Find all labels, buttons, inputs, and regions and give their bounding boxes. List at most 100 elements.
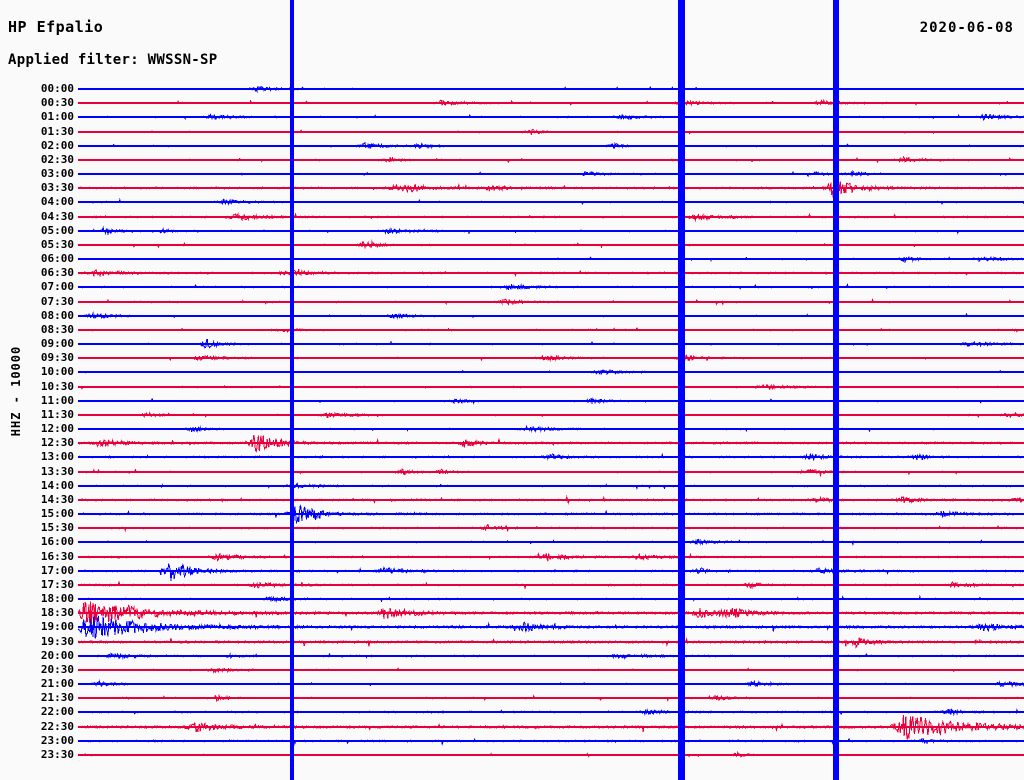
seismic-trace — [78, 231, 1024, 259]
seismic-trace — [78, 174, 1024, 202]
trace-row: 13:30 — [0, 466, 1024, 486]
row-time-label: 13:00 — [40, 450, 74, 464]
seismic-trace — [78, 188, 1024, 216]
seismic-trace — [78, 472, 1024, 500]
seismic-trace — [78, 557, 1024, 585]
seismic-trace — [78, 373, 1024, 401]
seismic-trace — [78, 500, 1024, 528]
seismic-trace — [78, 415, 1024, 443]
row-time-label: 01:30 — [40, 124, 74, 138]
seismic-trace — [78, 387, 1024, 415]
trace-row: 00:30 — [0, 97, 1024, 117]
seismic-trace — [78, 642, 1024, 670]
row-time-label: 22:30 — [40, 719, 74, 733]
seismic-trace — [78, 741, 1024, 769]
trace-row: 08:30 — [0, 324, 1024, 344]
row-time-label: 11:00 — [40, 393, 74, 407]
trace-row: 16:00 — [0, 536, 1024, 556]
row-time-label: 04:00 — [40, 195, 74, 209]
seismic-trace — [78, 486, 1024, 514]
trace-row: 06:00 — [0, 253, 1024, 273]
trace-row: 01:30 — [0, 126, 1024, 146]
trace-row: 02:30 — [0, 154, 1024, 174]
row-time-label: 15:00 — [40, 507, 74, 521]
trace-row: 19:00 — [0, 615, 1024, 641]
trace-row: 06:30 — [0, 267, 1024, 287]
trace-row: 10:00 — [0, 366, 1024, 386]
trace-row: 17:00 — [0, 561, 1024, 585]
seismic-trace — [78, 599, 1024, 627]
trace-row: 19:30 — [0, 636, 1024, 656]
seismic-trace — [78, 543, 1024, 571]
applied-filter-label: Applied filter: WWSSN-SP — [8, 52, 218, 68]
trace-row: 15:00 — [0, 503, 1024, 528]
seismic-trace — [78, 514, 1024, 542]
trace-row: 04:00 — [0, 196, 1024, 216]
trace-row: 23:00 — [0, 735, 1024, 755]
seismic-trace — [78, 75, 1024, 103]
saturation-bar — [678, 0, 685, 780]
row-time-label: 17:30 — [40, 577, 74, 591]
row-time-label: 02:00 — [40, 138, 74, 152]
row-time-label: 08:30 — [40, 322, 74, 336]
row-time-label: 15:30 — [40, 521, 74, 535]
row-time-label: 11:30 — [40, 407, 74, 421]
seismic-trace — [78, 118, 1024, 146]
trace-row: 11:00 — [0, 395, 1024, 415]
row-time-label: 18:30 — [40, 606, 74, 620]
station-title: HP Efpalio — [8, 18, 104, 36]
saturation-bar — [290, 0, 294, 780]
seismic-trace — [78, 528, 1024, 556]
seismic-trace — [78, 103, 1024, 131]
seismic-trace — [78, 160, 1024, 188]
seismic-trace — [78, 302, 1024, 330]
saturation-bar — [833, 0, 839, 780]
seismic-trace — [78, 288, 1024, 316]
row-time-label: 14:00 — [40, 478, 74, 492]
trace-row: 04:30 — [0, 211, 1024, 231]
row-time-label: 07:30 — [40, 294, 74, 308]
seismic-trace — [78, 443, 1024, 471]
seismic-trace — [78, 713, 1024, 741]
trace-row: 03:00 — [0, 168, 1024, 188]
row-time-label: 18:00 — [40, 592, 74, 606]
row-time-label: 17:00 — [40, 563, 74, 577]
trace-row: 07:30 — [0, 296, 1024, 316]
seismic-trace — [78, 429, 1024, 457]
header: HP Efpalio Applied filter: WWSSN-SP 2020… — [0, 0, 1024, 80]
row-time-label: 21:30 — [40, 691, 74, 705]
row-time-label: 06:00 — [40, 252, 74, 266]
row-time-label: 19:00 — [40, 620, 74, 634]
row-time-label: 21:00 — [40, 677, 74, 691]
seismic-trace — [78, 656, 1024, 684]
seismic-trace — [78, 344, 1024, 372]
row-time-label: 16:30 — [40, 549, 74, 563]
row-time-label: 06:30 — [40, 266, 74, 280]
seismogram-plot: 00:00 00:30 01:00 01:30 02:00 02:30 03:00 03:30… — [0, 80, 1024, 780]
row-time-label: 08:00 — [40, 308, 74, 322]
trace-row: 18:30 — [0, 601, 1024, 627]
seismic-trace — [78, 585, 1024, 613]
date-label: 2020-06-08 — [919, 20, 1014, 36]
row-time-label: 03:00 — [40, 167, 74, 181]
seismic-trace — [78, 571, 1024, 599]
row-time-label: 01:00 — [40, 110, 74, 124]
row-time-label: 09:00 — [40, 337, 74, 351]
row-time-label: 16:00 — [40, 535, 74, 549]
row-time-label: 12:00 — [40, 422, 74, 436]
trace-row: 21:00 — [0, 678, 1024, 698]
seismic-trace — [78, 203, 1024, 231]
seismic-trace — [78, 698, 1024, 726]
seismic-trace — [78, 316, 1024, 344]
row-time-label: 20:00 — [40, 648, 74, 662]
trace-rows: 00:00 00:30 01:00 01:30 02:00 02:30 03:00 03:30… — [0, 80, 1024, 780]
trace-row: 07:00 — [0, 281, 1024, 301]
seismic-trace — [78, 684, 1024, 712]
trace-row: 20:30 — [0, 664, 1024, 684]
trace-row: 23:30 — [0, 749, 1024, 769]
trace-row: 21:30 — [0, 692, 1024, 712]
trace-row: 17:30 — [0, 579, 1024, 599]
trace-row: 22:00 — [0, 706, 1024, 726]
trace-row: 20:00 — [0, 650, 1024, 670]
